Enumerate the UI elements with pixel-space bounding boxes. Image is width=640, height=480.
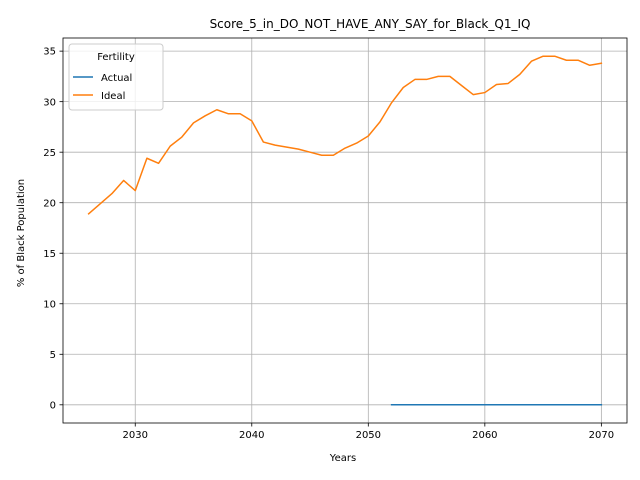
chart-title: Score_5_in_DO_NOT_HAVE_ANY_SAY_for_Black… — [210, 17, 531, 31]
axis-ticks: 2030 2040 2050 2060 2070 0 5 10 15 20 25 30 35 — [43, 47, 614, 441]
x-tick-label: 2050 — [356, 430, 381, 441]
legend-box — [68, 43, 164, 111]
x-axis-label: Years — [329, 453, 356, 464]
legend-title: Fertility — [97, 52, 135, 63]
legend-label-ideal: Ideal — [101, 91, 125, 102]
y-tick-label: 15 — [43, 249, 56, 260]
y-tick-label: 5 — [50, 350, 56, 361]
y-tick-label: 35 — [43, 47, 56, 58]
y-tick-label: 0 — [50, 400, 56, 411]
plot-series — [87, 55, 603, 406]
series-line-ideal — [87, 55, 603, 215]
y-tick-label: 10 — [43, 299, 56, 310]
x-tick-label: 2030 — [123, 430, 148, 441]
x-tick-label: 2060 — [472, 430, 497, 441]
legend: Fertility Actual Ideal — [68, 43, 164, 111]
x-tick-label: 2040 — [239, 430, 264, 441]
legend-entries: Actual Ideal — [73, 73, 132, 102]
legend-label-actual: Actual — [101, 73, 132, 84]
y-tick-label: 20 — [43, 198, 56, 209]
plot-frame — [62, 37, 628, 424]
y-tick-label: 30 — [43, 97, 56, 108]
y-axis-label: % of Black Population — [16, 179, 27, 287]
grid — [63, 38, 627, 423]
x-tick-label: 2070 — [589, 430, 614, 441]
y-tick-label: 25 — [43, 148, 56, 159]
